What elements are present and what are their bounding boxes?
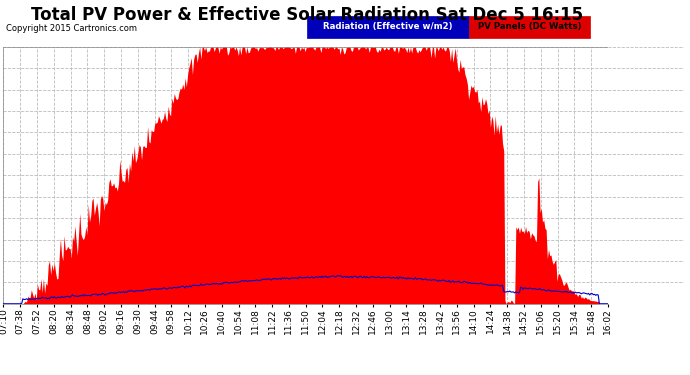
Text: Copyright 2015 Cartronics.com: Copyright 2015 Cartronics.com — [6, 24, 137, 33]
Text: Radiation (Effective w/m2): Radiation (Effective w/m2) — [324, 22, 453, 32]
Text: PV Panels (DC Watts): PV Panels (DC Watts) — [477, 22, 581, 32]
Bar — [307, 16, 469, 38]
Bar — [469, 16, 590, 38]
Text: Total PV Power & Effective Solar Radiation Sat Dec 5 16:15: Total PV Power & Effective Solar Radiati… — [31, 6, 583, 24]
